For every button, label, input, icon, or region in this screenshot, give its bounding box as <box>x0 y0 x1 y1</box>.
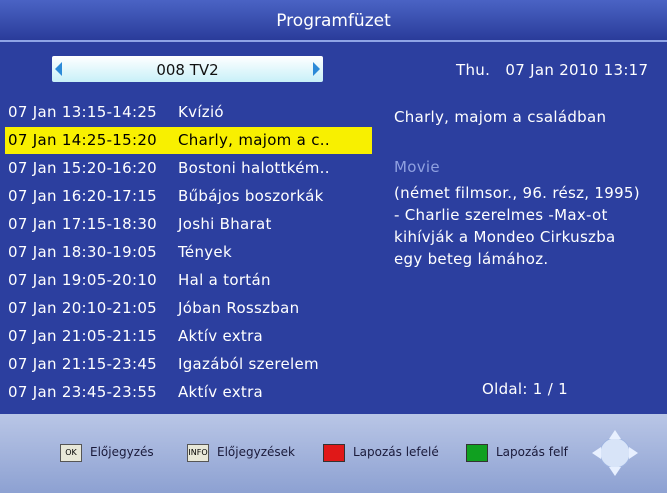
program-time: 07 Jan 19:05-20:10 <box>8 271 158 289</box>
nav-down <box>609 467 621 476</box>
program-time: 07 Jan 21:05-21:15 <box>8 327 158 345</box>
key-label: Lapozás lefelé <box>353 445 439 459</box>
nav-left <box>592 447 601 459</box>
date-time: Thu. 07 Jan 2010 13:17 <box>456 61 649 79</box>
nav-up <box>609 430 621 439</box>
program-row-selected[interactable]: 07 Jan 14:25-15:20 Charly, majom a c.. <box>5 127 372 154</box>
key-icon[interactable]: INFO <box>187 444 209 462</box>
nav-icon <box>592 430 638 476</box>
description-line: egy beteg lámához. <box>394 250 549 268</box>
program-row[interactable]: 07 Jan 21:05-21:15 Aktív extra <box>5 323 372 350</box>
program-title: Igazából szerelem <box>178 355 319 373</box>
program-title: Bűbájos boszorkák <box>178 187 324 205</box>
program-row[interactable]: 07 Jan 19:05-20:10 Hal a tortán <box>5 267 372 294</box>
page-indicator: Oldal: 1 / 1 <box>482 380 568 398</box>
program-time: 07 Jan 15:20-16:20 <box>8 159 158 177</box>
color-key[interactable] <box>466 444 488 462</box>
nav-right <box>629 447 638 459</box>
screen-title: Programfüzet <box>276 11 391 31</box>
program-row[interactable]: 07 Jan 20:10-21:05 Jóban Rosszban <box>5 295 372 322</box>
program-title: Tények <box>178 243 232 261</box>
detail-title: Charly, majom a családban <box>394 108 607 126</box>
program-title: Kvízió <box>178 103 224 121</box>
program-time: 07 Jan 20:10-21:05 <box>8 299 158 317</box>
program-title: Bostoni halottkém.. <box>178 159 330 177</box>
program-row[interactable]: 07 Jan 17:15-18:30 Joshi Bharat <box>5 211 372 238</box>
program-row[interactable]: 07 Jan 18:30-19:05 Tények <box>5 239 372 266</box>
channel-name: 008 TV2 <box>156 61 219 79</box>
program-title: Hal a tortán <box>178 271 271 289</box>
program-time: 07 Jan 14:25-15:20 <box>8 131 158 149</box>
description-line: kihívják a Mondeo Cirkuszba <box>394 228 616 246</box>
program-time: 07 Jan 21:15-23:45 <box>8 355 158 373</box>
program-time: 07 Jan 23:45-23:55 <box>8 383 158 401</box>
arrow-left[interactable] <box>55 62 62 76</box>
program-title: Aktív extra <box>178 383 264 401</box>
key-label: Előjegyzés <box>90 445 154 459</box>
program-row[interactable]: 07 Jan 23:45-23:55 Aktív extra <box>5 379 372 406</box>
program-title: Aktív extra <box>178 327 264 345</box>
program-title: Jóban Rosszban <box>178 299 300 317</box>
key-label: Lapozás felf <box>496 445 568 459</box>
key-icon[interactable]: OK <box>60 444 82 462</box>
header-bar <box>0 0 667 42</box>
program-time: 07 Jan 16:20-17:15 <box>8 187 158 205</box>
nav-ring <box>599 437 631 469</box>
key-label: Előjegyzések <box>217 445 295 459</box>
description-line: (német filmsor., 96. rész, 1995) <box>394 184 640 202</box>
program-row[interactable]: 07 Jan 16:20-17:15 Bűbájos boszorkák <box>5 183 372 210</box>
detail-genre: Movie <box>394 158 440 176</box>
program-time: 07 Jan 18:30-19:05 <box>8 243 158 261</box>
program-time: 07 Jan 17:15-18:30 <box>8 215 158 233</box>
arrow-right[interactable] <box>313 62 320 76</box>
program-title: Joshi Bharat <box>178 215 272 233</box>
program-title: Charly, majom a c.. <box>178 131 330 149</box>
program-row[interactable]: 07 Jan 15:20-16:20 Bostoni halottkém.. <box>5 155 372 182</box>
channel-selector[interactable]: 008 TV2 <box>52 56 323 82</box>
description-line: - Charlie szerelmes -Max-ot <box>394 206 608 224</box>
color-key[interactable] <box>323 444 345 462</box>
program-row[interactable]: 07 Jan 21:15-23:45 Igazából szerelem <box>5 351 372 378</box>
program-time: 07 Jan 13:15-14:25 <box>8 103 158 121</box>
program-row[interactable]: 07 Jan 13:15-14:25 Kvízió <box>5 99 372 126</box>
